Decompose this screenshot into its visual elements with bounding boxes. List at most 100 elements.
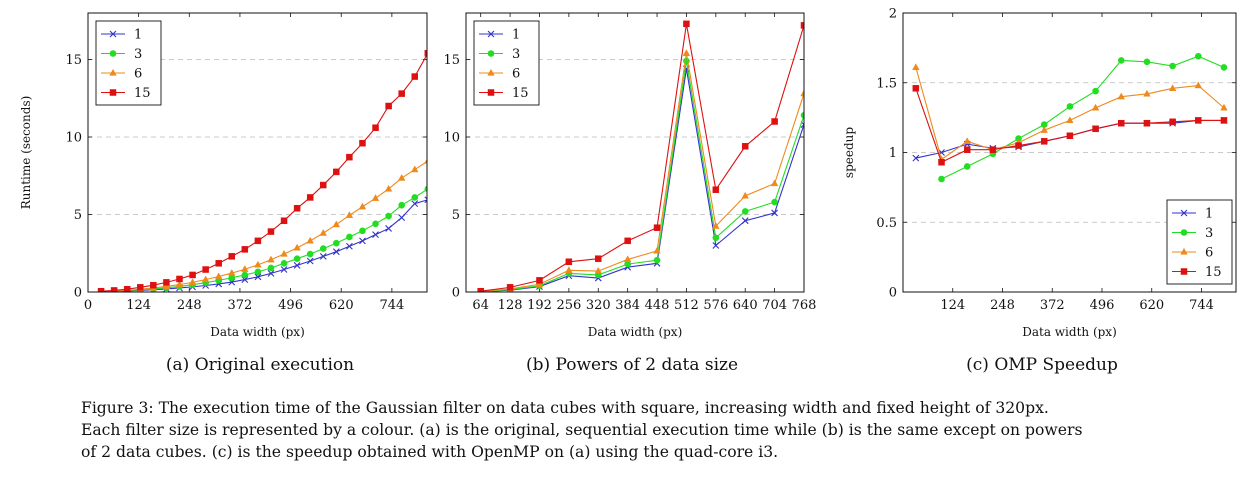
point-15-1 — [938, 159, 945, 166]
legend-label-15: 15 — [1205, 265, 1222, 280]
point-15-5 — [163, 279, 170, 286]
figure-caption: Figure 3: The execution time of the Gaus… — [81, 397, 1251, 463]
x-tick-label-1: 128 — [498, 298, 523, 313]
y-tick-label-2: 10 — [65, 131, 82, 146]
point-15-25 — [424, 50, 427, 57]
y-axis-label: Runtime (seconds) — [19, 96, 33, 210]
point-3-25 — [424, 185, 427, 193]
point-15-4 — [1015, 142, 1022, 149]
legend-box — [95, 20, 162, 106]
legend-label-3: 3 — [134, 47, 142, 62]
point-6-23 — [397, 173, 406, 181]
series-line-6 — [101, 160, 427, 292]
legend-label-6: 6 — [1205, 246, 1213, 261]
legend-label-6: 6 — [512, 67, 520, 82]
point-15-7 — [1092, 125, 1099, 133]
point-6-9 — [1143, 89, 1151, 97]
point-6-8 — [1117, 92, 1125, 100]
series-line-6 — [480, 53, 804, 292]
point-6-7 — [188, 278, 197, 286]
point-3-21 — [372, 220, 379, 228]
point-15-15 — [293, 205, 301, 212]
y-tick-label-2: 1 — [889, 146, 897, 161]
point-6-24 — [411, 165, 419, 173]
point-6-7 — [1091, 103, 1100, 111]
point-3-5 — [1066, 103, 1074, 110]
subcaption-c: (c) OMP Speedup — [966, 355, 1118, 375]
point-15-2 — [123, 285, 131, 292]
point-15-7 — [683, 20, 690, 28]
point-3-24 — [411, 194, 419, 201]
point-6-10 — [770, 179, 779, 187]
point-1-24 — [411, 200, 419, 208]
point-6-0 — [912, 63, 920, 71]
point-6-8 — [712, 222, 720, 229]
legend-marker-3 — [487, 50, 495, 57]
point-6-12 — [254, 260, 262, 268]
point-3-19 — [346, 233, 353, 241]
point-15-8 — [712, 186, 720, 193]
point-6-3 — [565, 266, 573, 273]
point-15-13 — [267, 228, 275, 235]
point-15-12 — [1220, 117, 1228, 124]
point-1-17 — [319, 252, 327, 260]
plot-frame — [465, 12, 805, 293]
point-6-13 — [267, 255, 275, 263]
legend-label-15: 15 — [134, 86, 151, 101]
x-tick-label-2: 192 — [527, 298, 552, 313]
point-6-16 — [306, 236, 314, 244]
point-3-8 — [712, 234, 720, 242]
point-15-0 — [97, 287, 105, 292]
legend-label-3: 3 — [1205, 226, 1213, 241]
point-15-5 — [1040, 138, 1048, 145]
series-group — [912, 52, 1228, 183]
point-1-22 — [385, 225, 392, 232]
legend: 1 3 6 15 — [473, 20, 540, 106]
x-axis-label: Data width (px) — [210, 325, 305, 339]
legend-label-1: 1 — [512, 28, 520, 43]
point-15-1 — [506, 284, 514, 291]
x-tick-label-1: 248 — [990, 298, 1015, 313]
point-3-1 — [963, 163, 971, 170]
x-tick-label-5: 384 — [615, 298, 640, 313]
point-3-16 — [306, 250, 314, 258]
legend-marker-15 — [109, 89, 117, 96]
point-6-14 — [280, 249, 288, 257]
point-15-17 — [320, 181, 327, 189]
point-3-8 — [1143, 58, 1151, 66]
point-1-0 — [912, 154, 920, 162]
legend-label-3: 3 — [512, 47, 520, 62]
x-tick-label-6: 744 — [379, 298, 404, 313]
y-tick-label-4: 2 — [889, 7, 897, 22]
point-3-11 — [800, 112, 804, 119]
x-tick-label-4: 620 — [1139, 298, 1164, 313]
plot-frame — [87, 12, 428, 293]
point-6-11 — [1194, 81, 1203, 89]
point-1-14 — [280, 266, 288, 273]
point-6-4 — [594, 266, 602, 274]
point-6-11 — [800, 89, 804, 97]
point-6-11 — [241, 265, 249, 272]
legend-marker-1 — [487, 30, 495, 38]
legend: 1 3 6 15 — [1166, 199, 1233, 285]
point-15-2 — [536, 277, 543, 284]
legend-marker-3 — [1180, 229, 1188, 236]
point-1-9 — [741, 217, 749, 225]
x-axis-label: Data width (px) — [588, 325, 683, 339]
point-6-17 — [319, 228, 327, 236]
point-3-10 — [1194, 52, 1202, 60]
point-1-11 — [241, 276, 249, 283]
point-6-5 — [1040, 126, 1048, 133]
series-line-3 — [480, 60, 804, 292]
caption-line-1: Figure 3: The execution time of the Gaus… — [81, 399, 1049, 417]
plot-frame — [902, 12, 1237, 293]
point-6-22 — [384, 184, 393, 192]
point-15-1 — [110, 287, 118, 292]
point-6-15 — [293, 243, 301, 251]
legend-box — [473, 20, 540, 106]
point-15-8 — [1118, 119, 1125, 127]
series-line-3 — [941, 55, 1225, 180]
point-3-0 — [938, 175, 945, 183]
series-group — [477, 20, 804, 292]
point-3-17 — [319, 245, 327, 252]
